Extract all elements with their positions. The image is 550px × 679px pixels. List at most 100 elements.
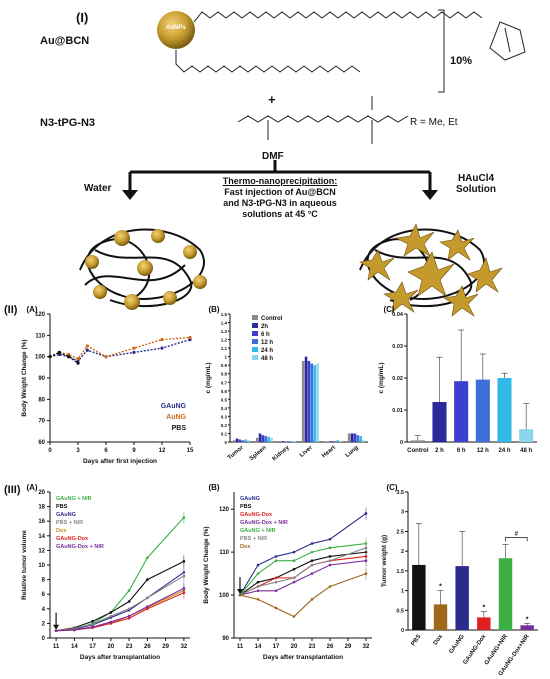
panel-label: (C) (383, 305, 394, 314)
data-point (292, 576, 296, 580)
bar-lung (359, 436, 362, 442)
data-point (274, 589, 278, 593)
data-point (85, 348, 89, 352)
significance-bracket (505, 536, 528, 542)
data-point (109, 620, 113, 624)
tick-label: 3.5 (396, 490, 404, 496)
bar-heart (336, 440, 339, 442)
bar-spleen (255, 437, 259, 442)
tick-label: 6 (42, 592, 46, 598)
bar-liver (307, 360, 311, 442)
data-point (73, 628, 76, 632)
y-axis-label: Tumor weight (g) (381, 535, 388, 587)
bar-lung (362, 440, 365, 442)
category-label: Dox (433, 633, 445, 646)
category-label: 24 h (498, 448, 510, 454)
injection-arrowhead (237, 589, 243, 595)
tick-label: 1.3 (221, 329, 228, 334)
legend-label: GAuNG + NIR (240, 528, 276, 534)
data-point (76, 361, 80, 365)
gold-spheres-left (85, 229, 207, 310)
tick-label: 100 (219, 593, 230, 599)
data-point (274, 559, 278, 563)
y-axis-label: Body Weight Change (%) (203, 526, 210, 603)
tick-label: 0 (401, 628, 404, 634)
bar-gaung-dox (477, 617, 491, 630)
percent-label: 10% (450, 55, 473, 67)
category-label: 48 h (520, 448, 532, 454)
tick-label: 0.1 (221, 431, 228, 436)
chart-II-C-concentration: (C) 0 0.01 0.02 0.03 0.04 c (mg/mL) Control 2 h 6… (378, 305, 537, 454)
gold-stars-right (359, 223, 503, 317)
data-point (292, 580, 296, 584)
data-point (91, 625, 94, 629)
tick-label: 1 (401, 589, 404, 595)
tick-label: 0 (224, 440, 227, 445)
tick-label: 15 (187, 448, 194, 454)
data-point (85, 344, 89, 348)
tick-label: 1.4 (221, 321, 228, 326)
data-point (256, 563, 260, 567)
tick-label: 29 (345, 644, 352, 650)
tick-label: 17 (89, 644, 96, 650)
data-point (310, 542, 314, 545)
tick-label: 1 (224, 355, 227, 360)
bar-lung (347, 433, 351, 442)
legend-label: GAuNG-Dox (56, 536, 89, 542)
legend-label: 24 h (261, 348, 273, 354)
data-point (146, 556, 149, 559)
legend-swatch (252, 323, 258, 328)
tick-label: 100 (35, 355, 46, 361)
bar-tumor (232, 440, 236, 442)
tick-label: 9 (132, 448, 136, 454)
legend-label: GAuNG (56, 512, 76, 518)
bar-kidney (287, 441, 291, 442)
thermo-caption: Thermo-nanoprecipitation: Fast injection… (205, 176, 355, 220)
n3-tpg-label: N3-tPG-N3 (40, 117, 96, 129)
data-point (67, 355, 71, 359)
tick-label: 17 (273, 644, 280, 650)
data-point (292, 615, 296, 618)
tick-label: 0.04 (392, 312, 404, 318)
data-point (76, 357, 80, 361)
tick-label: 2 (401, 549, 404, 555)
data-point (274, 606, 278, 610)
bar-lung (356, 435, 360, 442)
series-line-pbs (49, 351, 79, 364)
tick-label: 0.5 (221, 397, 228, 402)
thermo-line-3: solutions at 45 °C (242, 209, 318, 219)
data-point (54, 629, 58, 632)
category-label: 12 h (477, 448, 489, 454)
legend-swatch (252, 339, 258, 344)
bar-kidney (278, 441, 282, 442)
data-point (328, 585, 332, 588)
data-point (146, 578, 149, 581)
bar-48h (519, 429, 534, 442)
au-bcn-label: Au@BCN (40, 35, 90, 47)
legend-gaung: GAuNG (161, 403, 187, 410)
data-point (104, 355, 108, 359)
bcn-ring (489, 21, 526, 61)
bar-tumor (247, 440, 250, 442)
data-point (188, 335, 192, 340)
tick-label: 0.2 (221, 423, 228, 428)
series-line (56, 587, 185, 632)
thermo-line-1: Fast injection of Au@BCN (224, 187, 336, 197)
water-label: Water (84, 183, 112, 194)
chart-II-A-body-weight: (A) 60 70 80 90 100 110 120 0 3 6 9 12 15 Days after f… (21, 305, 194, 465)
category-label: GAuNG (448, 633, 466, 654)
category-label: Lung (345, 445, 360, 459)
dmf-label: DMF (262, 151, 284, 162)
bar-12h (475, 379, 490, 442)
tick-label: 14 (255, 644, 262, 650)
tpg-chain (237, 115, 409, 123)
legend-swatch (252, 355, 258, 360)
bar-tumor (235, 438, 239, 442)
bar-24h (497, 378, 512, 442)
series-line (239, 573, 367, 618)
data-point (48, 355, 52, 359)
data-point (328, 555, 332, 558)
bar-spleen (267, 436, 270, 442)
legend-label: GAuNG-Dox + NIR (240, 520, 288, 526)
data-point (274, 576, 278, 580)
